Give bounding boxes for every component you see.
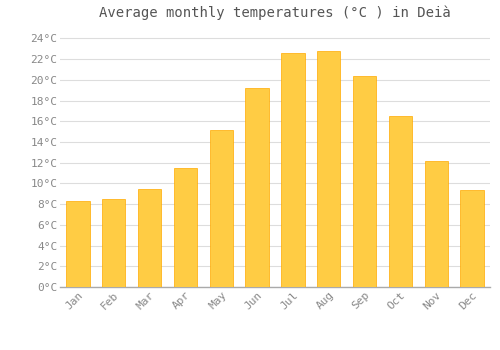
Bar <box>174 168 197 287</box>
Bar <box>282 53 304 287</box>
Bar <box>389 116 412 287</box>
Bar <box>66 201 90 287</box>
Bar <box>460 190 483 287</box>
Bar <box>246 88 268 287</box>
Bar <box>210 130 233 287</box>
Bar <box>353 76 376 287</box>
Title: Average monthly temperatures (°C ) in Deià: Average monthly temperatures (°C ) in De… <box>99 5 451 20</box>
Bar <box>102 199 126 287</box>
Bar <box>424 161 448 287</box>
Bar <box>317 51 340 287</box>
Bar <box>138 189 161 287</box>
